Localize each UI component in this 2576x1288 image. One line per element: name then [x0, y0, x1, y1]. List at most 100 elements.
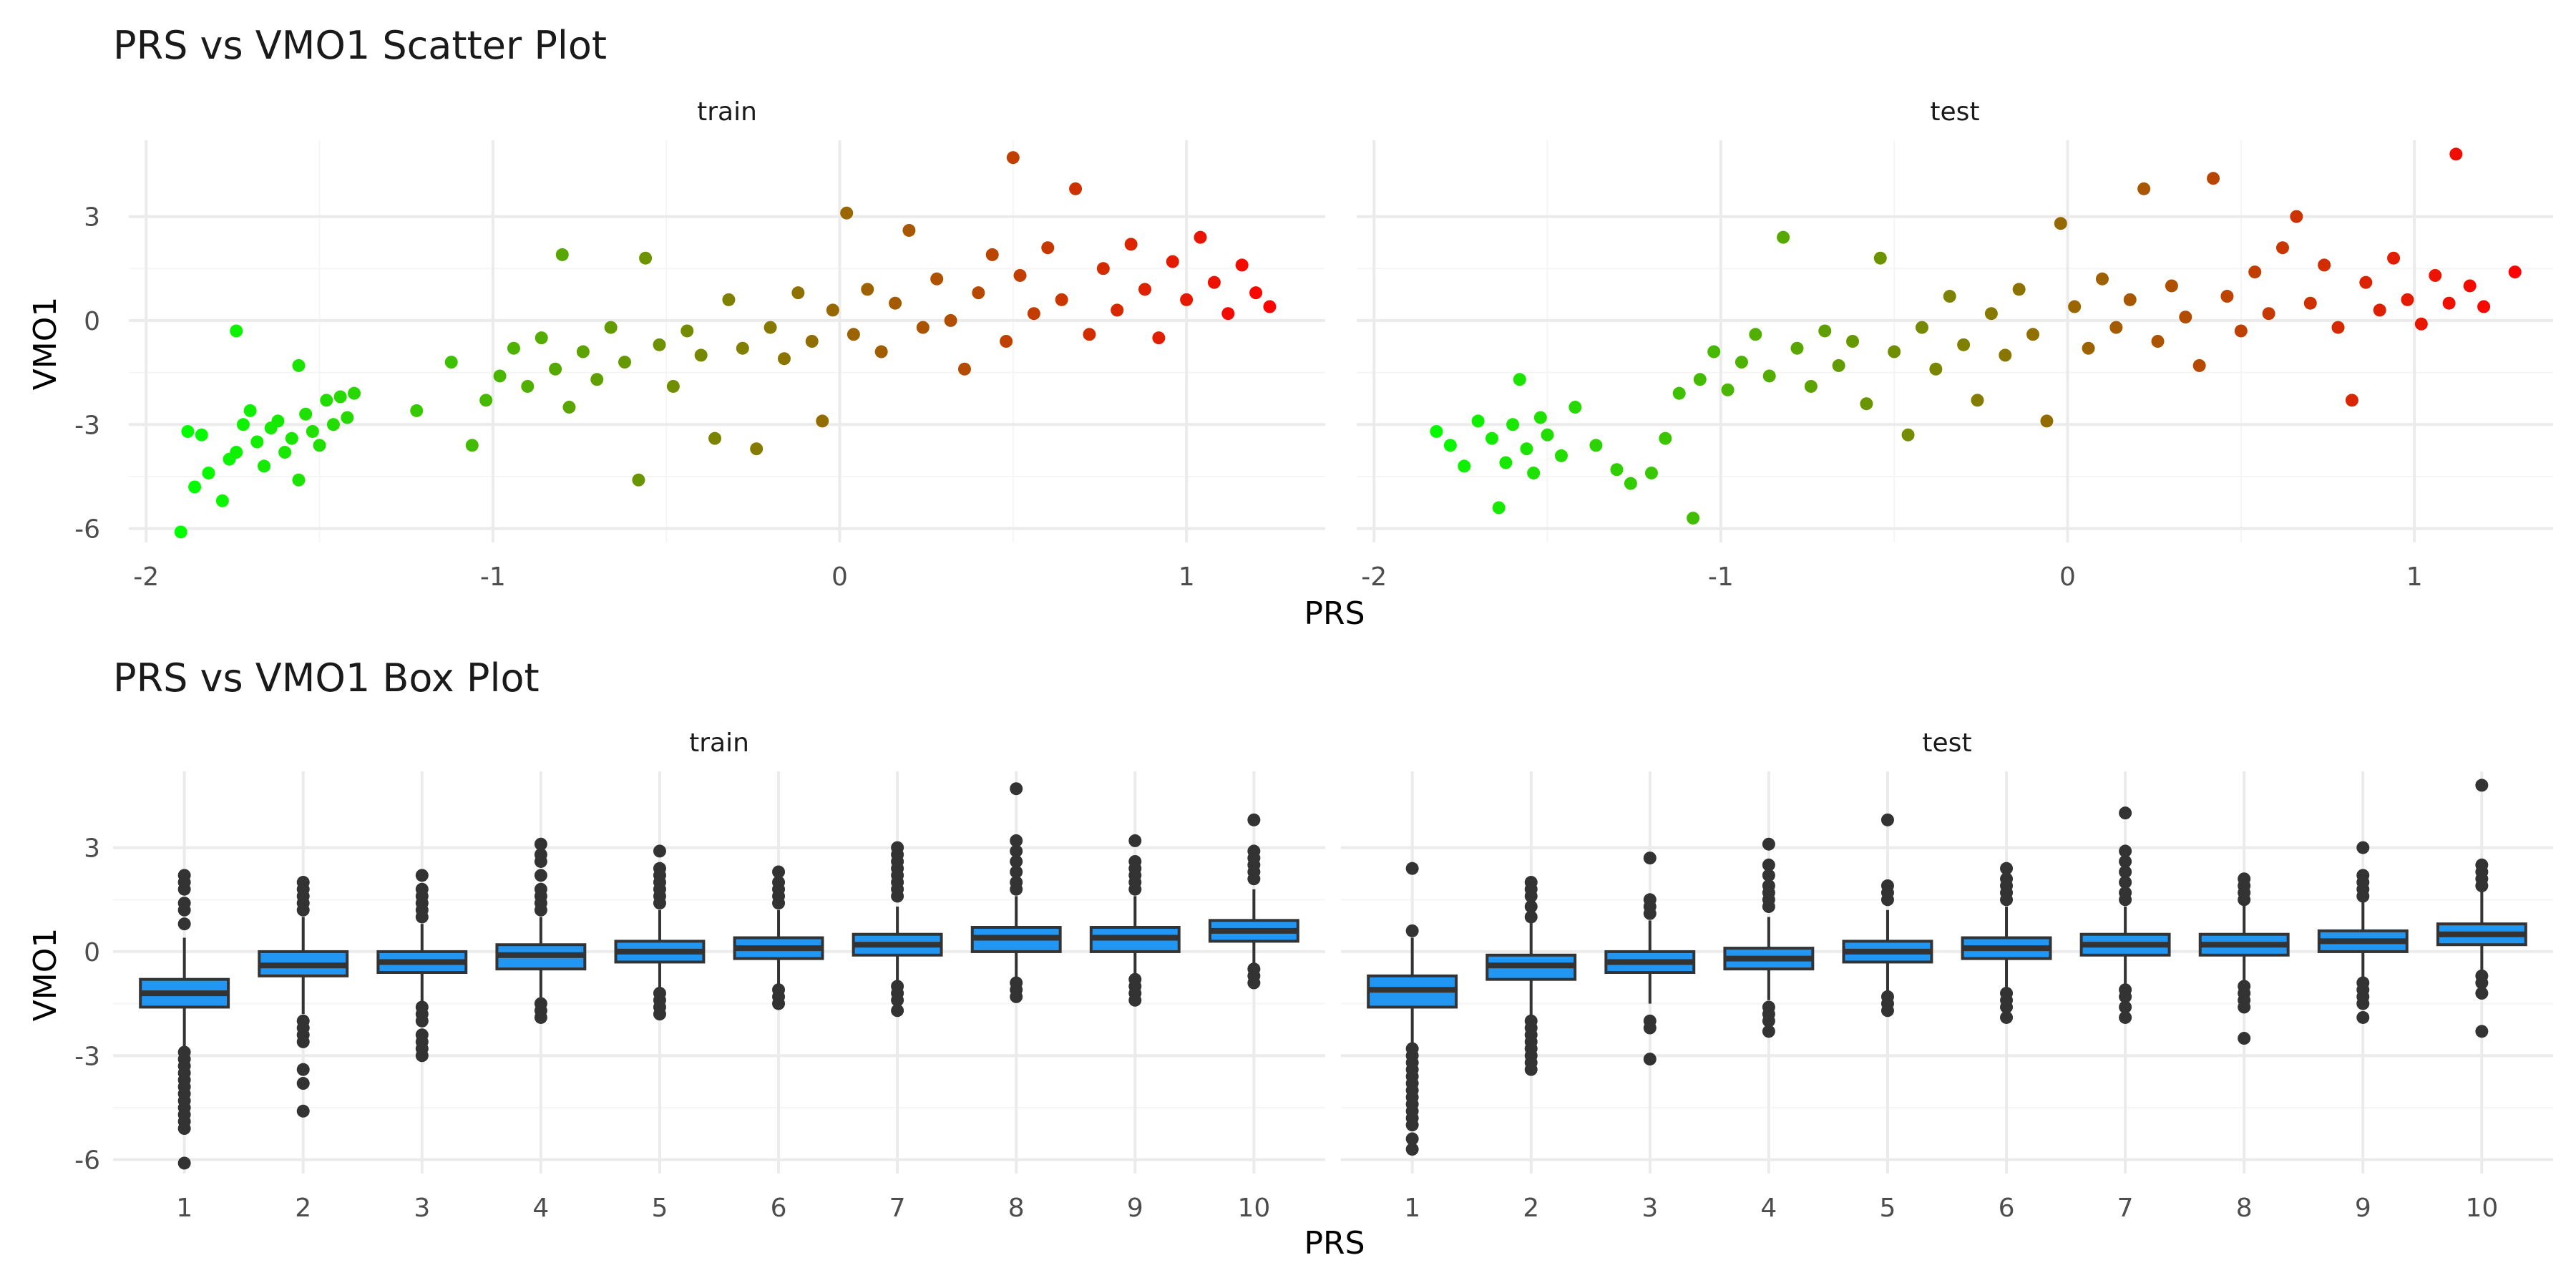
scatter-point — [750, 442, 763, 456]
scatter-point — [2477, 300, 2491, 313]
scatter-point — [535, 331, 548, 345]
scatter-point — [874, 345, 888, 358]
box-outlier — [653, 844, 666, 858]
scatter-point — [2137, 182, 2151, 195]
scatter-point — [1069, 182, 1083, 195]
scatter-x-axis-title: PRS — [1304, 595, 1365, 632]
y-tick-label: -6 — [74, 1146, 100, 1176]
scatter-point — [1888, 345, 1901, 358]
box-outlier — [177, 917, 191, 931]
box-outlier — [415, 1014, 429, 1028]
scatter-point — [639, 251, 653, 265]
box-outlier — [296, 1035, 310, 1048]
scatter-point — [278, 446, 292, 459]
scatter-point — [1111, 303, 1124, 317]
scatter-point — [2040, 414, 2054, 428]
scatter-point — [1041, 241, 1055, 255]
scatter-point — [236, 418, 250, 431]
scatter-point — [341, 411, 354, 424]
box-panel-test: 1 2 3 4 5 6 7 8 9 10 test — [1341, 728, 2553, 1223]
box-outlier — [2475, 879, 2489, 892]
scatter-point — [2026, 328, 2040, 341]
box-outlier — [296, 1104, 310, 1118]
scatter-point — [1499, 456, 1513, 469]
x-tick-label: 3 — [414, 1194, 430, 1223]
scatter-point — [1013, 268, 1027, 282]
scatter-point — [1138, 283, 1151, 296]
scatter-point — [1527, 467, 1541, 480]
facet-strip-label: train — [697, 97, 757, 127]
scatter-point — [666, 379, 680, 393]
scatter-point — [549, 362, 562, 376]
scatter-point — [1083, 328, 1096, 341]
box-outlier — [2475, 779, 2489, 792]
scatter-point — [1672, 386, 1686, 400]
x-tick-label: 8 — [1008, 1194, 1025, 1223]
scatter-point — [1533, 411, 1547, 424]
scatter-point — [243, 404, 257, 417]
scatter-point — [777, 352, 791, 366]
box-outlier — [1128, 993, 1142, 1007]
x-tick-label: 0 — [831, 562, 848, 592]
scatter-plot-title: PRS vs VMO1 Scatter Plot — [113, 23, 607, 68]
box-outlier — [415, 910, 429, 924]
scatter-point — [555, 248, 569, 261]
x-tick-label: 9 — [1127, 1194, 1143, 1223]
box-outlier — [2119, 806, 2132, 820]
box-outlier — [1643, 852, 1657, 865]
scatter-point — [1263, 300, 1277, 313]
box-outlier — [772, 897, 786, 910]
box-outlier — [1524, 910, 1538, 924]
scatter-point — [2165, 279, 2178, 293]
scatter-point — [632, 473, 645, 487]
scatter-point — [861, 283, 874, 296]
box-outlier — [2000, 893, 2014, 907]
scatter-point — [313, 439, 326, 452]
scatter-point — [507, 341, 520, 355]
scatter-y-axis-title: VMO1 — [27, 297, 64, 391]
scatter-point — [2179, 311, 2192, 324]
scatter-point — [493, 369, 507, 383]
box-outlier — [2475, 1025, 2489, 1038]
scatter-point — [348, 386, 361, 400]
scatter-point — [562, 401, 576, 414]
scatter-point — [944, 313, 957, 327]
scatter-point — [916, 321, 930, 334]
scatter-point — [1152, 331, 1166, 345]
scatter-point — [972, 286, 985, 300]
box-outlier — [2119, 893, 2132, 907]
y-tick-label: 3 — [84, 203, 100, 233]
scatter-point — [1568, 401, 1582, 414]
scatter-point — [618, 356, 632, 369]
scatter-point — [1221, 307, 1235, 321]
x-tick-label: 2 — [295, 1194, 311, 1223]
scatter-point — [604, 321, 618, 334]
box-outlier — [1405, 862, 1419, 875]
scatter-point — [2345, 394, 2358, 407]
scatter-point — [1492, 501, 1506, 514]
scatter-point — [1693, 373, 1707, 386]
box-outlier — [1010, 834, 1023, 847]
scatter-point — [1207, 275, 1221, 289]
box-outlier — [2119, 854, 2132, 868]
box-outlier — [653, 897, 666, 910]
box-outlier — [1643, 907, 1657, 920]
box-outlier — [2119, 1000, 2132, 1014]
scatter-point — [1984, 307, 1998, 321]
scatter-point — [1999, 348, 2012, 362]
scatter-point — [840, 206, 854, 220]
scatter-point — [2359, 275, 2373, 289]
scatter-point — [306, 424, 319, 438]
y-tick-label: 0 — [84, 307, 100, 336]
box-outlier — [1880, 813, 1894, 826]
scatter-point — [271, 414, 285, 428]
scatter-point — [1901, 428, 1915, 441]
x-tick-label: 7 — [889, 1194, 906, 1223]
scatter-point — [2234, 324, 2248, 338]
box-outlier — [1643, 1053, 1657, 1066]
x-tick-label: 8 — [2236, 1194, 2253, 1223]
scatter-point — [1485, 431, 1499, 445]
y-tick-label: 3 — [84, 834, 100, 864]
scatter-point — [465, 439, 479, 452]
scatter-point — [680, 324, 694, 338]
